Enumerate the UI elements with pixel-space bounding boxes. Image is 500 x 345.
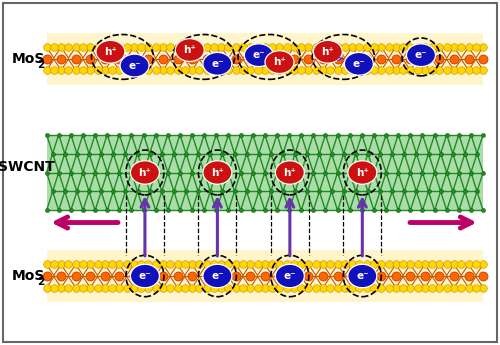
- Text: h⁺: h⁺: [356, 168, 369, 177]
- Text: e⁻: e⁻: [252, 50, 265, 60]
- Text: e⁻: e⁻: [211, 59, 224, 69]
- Text: MoS: MoS: [12, 269, 45, 283]
- Ellipse shape: [130, 264, 160, 288]
- Bar: [46, 135, 483, 210]
- Text: e⁻: e⁻: [352, 59, 365, 69]
- Text: e⁻: e⁻: [356, 271, 368, 281]
- Text: h⁺: h⁺: [138, 168, 151, 177]
- Ellipse shape: [265, 51, 294, 73]
- Text: MoS: MoS: [12, 52, 45, 66]
- Ellipse shape: [130, 161, 160, 184]
- Ellipse shape: [203, 52, 232, 75]
- Ellipse shape: [96, 40, 125, 63]
- Text: h⁺: h⁺: [104, 47, 117, 57]
- Text: e⁻: e⁻: [138, 271, 151, 281]
- Text: h⁺: h⁺: [322, 47, 334, 57]
- Ellipse shape: [348, 264, 377, 288]
- Text: h⁺: h⁺: [211, 168, 224, 177]
- Ellipse shape: [314, 40, 342, 63]
- Text: e⁻: e⁻: [211, 271, 224, 281]
- Text: h⁺: h⁺: [184, 45, 196, 55]
- Text: SWCNT: SWCNT: [0, 160, 54, 174]
- Text: 2: 2: [37, 277, 44, 287]
- Ellipse shape: [203, 161, 232, 184]
- Ellipse shape: [276, 161, 304, 184]
- Ellipse shape: [120, 54, 149, 77]
- Bar: [46, 33, 483, 85]
- Text: h⁺: h⁺: [284, 168, 296, 177]
- Ellipse shape: [406, 44, 436, 67]
- Ellipse shape: [344, 52, 374, 75]
- Text: e⁻: e⁻: [284, 271, 296, 281]
- Text: 2: 2: [37, 60, 44, 70]
- Text: e⁻: e⁻: [128, 61, 141, 70]
- Ellipse shape: [244, 44, 274, 67]
- Text: h⁺: h⁺: [273, 57, 286, 67]
- Text: e⁻: e⁻: [414, 50, 428, 60]
- Ellipse shape: [276, 264, 304, 288]
- Ellipse shape: [176, 39, 204, 61]
- Ellipse shape: [348, 161, 377, 184]
- Bar: [46, 250, 483, 302]
- Ellipse shape: [203, 264, 232, 288]
